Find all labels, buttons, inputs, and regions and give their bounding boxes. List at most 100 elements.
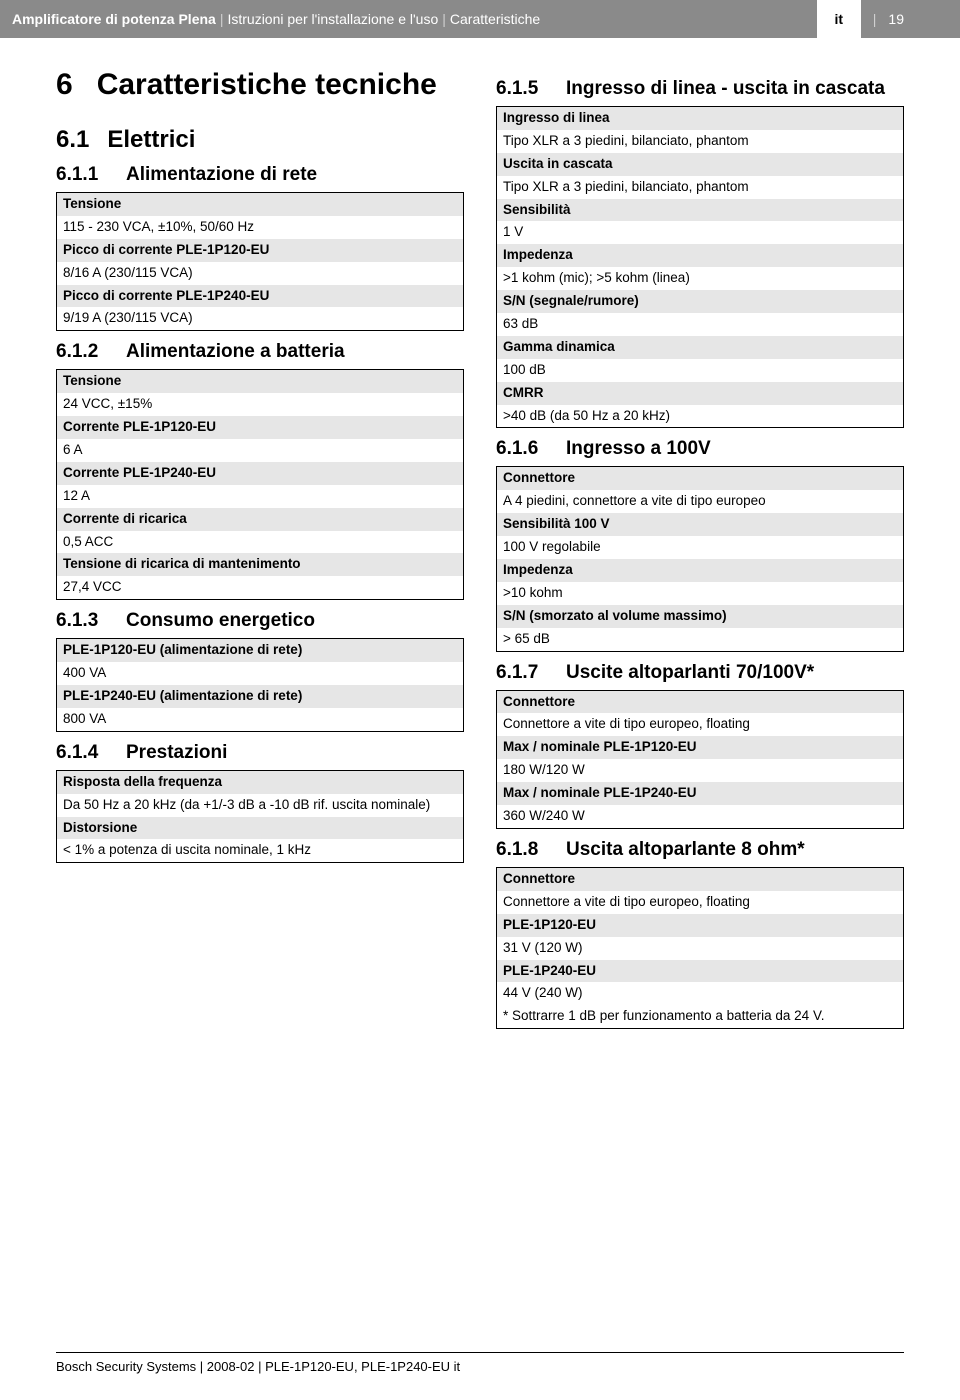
sect-6-1-6-title: Ingresso a 100V bbox=[566, 438, 711, 460]
spec-label: Uscita in cascata bbox=[497, 153, 903, 176]
spec-value: 115 - 230 VCA, ±10%, 50/60 Hz bbox=[57, 216, 463, 239]
spec-value: 12 A bbox=[57, 485, 463, 508]
spec-label: Picco di corrente PLE-1P240-EU bbox=[57, 285, 463, 308]
spec-value: 8/16 A (230/115 VCA) bbox=[57, 262, 463, 285]
spec-value: 44 V (240 W) bbox=[497, 982, 903, 1005]
chapter-num: 6 bbox=[56, 68, 73, 102]
spec-value: Connettore a vite di tipo europeo, float… bbox=[497, 713, 903, 736]
chapter-title: Caratteristiche tecniche bbox=[97, 68, 437, 102]
table-618: Connettore Connettore a vite di tipo eur… bbox=[496, 867, 904, 1029]
spec-label: Sensibilità 100 V bbox=[497, 513, 903, 536]
spec-value: 1 V bbox=[497, 221, 903, 244]
spec-label: PLE-1P120-EU bbox=[497, 914, 903, 937]
spec-label: S/N (smorzato al volume massimo) bbox=[497, 605, 903, 628]
header-doc: Istruzioni per l'installazione e l'uso bbox=[227, 11, 438, 27]
sect-6-1-3: 6.1.3 Consumo energetico bbox=[56, 610, 464, 632]
spec-label: Impedenza bbox=[497, 244, 903, 267]
spec-value: 360 W/240 W bbox=[497, 805, 903, 828]
spec-label: PLE-1P240-EU bbox=[497, 960, 903, 983]
content: 6 Caratteristiche tecniche 6.1 Elettrici… bbox=[0, 38, 960, 1035]
spec-value: Da 50 Hz a 20 kHz (da +1/-3 dB a -10 dB … bbox=[57, 794, 463, 817]
spec-label: Corrente PLE-1P120-EU bbox=[57, 416, 463, 439]
spec-value: 27,4 VCC bbox=[57, 576, 463, 599]
spec-value: Tipo XLR a 3 piedini, bilanciato, phanto… bbox=[497, 176, 903, 199]
spec-value: < 1% a potenza di uscita nominale, 1 kHz bbox=[57, 839, 463, 862]
spec-label: PLE-1P240-EU (alimentazione di rete) bbox=[57, 685, 463, 708]
header-right: it | 19 bbox=[817, 0, 904, 38]
page-number: 19 bbox=[888, 11, 904, 27]
table-617: Connettore Connettore a vite di tipo eur… bbox=[496, 690, 904, 829]
spec-label: CMRR bbox=[497, 382, 903, 405]
right-column: 6.1.5 Ingresso di linea - uscita in casc… bbox=[496, 68, 904, 1035]
header-sep-2: | bbox=[442, 11, 446, 27]
spec-value: 31 V (120 W) bbox=[497, 937, 903, 960]
sect-6-1-5: 6.1.5 Ingresso di linea - uscita in casc… bbox=[496, 78, 904, 100]
sect-6-1-4-title: Prestazioni bbox=[126, 742, 227, 764]
lang-text: it bbox=[835, 11, 844, 27]
spec-value: 100 dB bbox=[497, 359, 903, 382]
spec-value: >40 dB (da 50 Hz a 20 kHz) bbox=[497, 405, 903, 428]
sect-6-1-2-num: 6.1.2 bbox=[56, 341, 110, 363]
spec-label: Ingresso di linea bbox=[497, 107, 903, 130]
spec-label: Risposta della frequenza bbox=[57, 771, 463, 794]
spec-value: > 65 dB bbox=[497, 628, 903, 651]
sect-6-1-4-num: 6.1.4 bbox=[56, 742, 110, 764]
spec-label: Connettore bbox=[497, 868, 903, 891]
sect-6-1-7-title: Uscite altoparlanti 70/100V* bbox=[566, 662, 814, 684]
chapter-heading: 6 Caratteristiche tecniche bbox=[56, 68, 464, 102]
spec-value: 24 VCC, ±15% bbox=[57, 393, 463, 416]
sect-6-1-8-num: 6.1.8 bbox=[496, 839, 550, 861]
footer-text: Bosch Security Systems | 2008-02 | PLE-1… bbox=[56, 1359, 460, 1374]
table-614: Risposta della frequenza Da 50 Hz a 20 k… bbox=[56, 770, 464, 864]
sect-6-1-2-title: Alimentazione a batteria bbox=[126, 341, 345, 363]
spec-label: Corrente di ricarica bbox=[57, 508, 463, 531]
footer: Bosch Security Systems | 2008-02 | PLE-1… bbox=[56, 1352, 904, 1374]
spec-value: 400 VA bbox=[57, 662, 463, 685]
sect-6-1-2: 6.1.2 Alimentazione a batteria bbox=[56, 341, 464, 363]
sect-6-1-6-num: 6.1.6 bbox=[496, 438, 550, 460]
table-613: PLE-1P120-EU (alimentazione di rete) 400… bbox=[56, 638, 464, 732]
spec-value: 9/19 A (230/115 VCA) bbox=[57, 307, 463, 330]
sect-6-1: 6.1 Elettrici bbox=[56, 126, 464, 154]
sect-6-1-4: 6.1.4 Prestazioni bbox=[56, 742, 464, 764]
spec-label: Tensione bbox=[57, 193, 463, 216]
sect-6-1-1-title: Alimentazione di rete bbox=[126, 164, 317, 186]
spec-label: Corrente PLE-1P240-EU bbox=[57, 462, 463, 485]
spec-value: 63 dB bbox=[497, 313, 903, 336]
sect-6-1-8-title: Uscita altoparlante 8 ohm* bbox=[566, 839, 805, 861]
spec-value: 180 W/120 W bbox=[497, 759, 903, 782]
spec-label: Tensione di ricarica di mantenimento bbox=[57, 553, 463, 576]
sect-6-1-1: 6.1.1 Alimentazione di rete bbox=[56, 164, 464, 186]
table-616: Connettore A 4 piedini, connettore a vit… bbox=[496, 466, 904, 651]
spec-label: Sensibilità bbox=[497, 199, 903, 222]
sect-6-1-num: 6.1 bbox=[56, 126, 89, 154]
spec-label: Impedenza bbox=[497, 559, 903, 582]
spec-value: 800 VA bbox=[57, 708, 463, 731]
sect-6-1-6: 6.1.6 Ingresso a 100V bbox=[496, 438, 904, 460]
spec-label: PLE-1P120-EU (alimentazione di rete) bbox=[57, 639, 463, 662]
sect-6-1-3-title: Consumo energetico bbox=[126, 610, 315, 632]
header-product: Amplificatore di potenza Plena bbox=[12, 11, 216, 27]
spec-value: Connettore a vite di tipo europeo, float… bbox=[497, 891, 903, 914]
spec-value: Tipo XLR a 3 piedini, bilanciato, phanto… bbox=[497, 130, 903, 153]
spec-label: Gamma dinamica bbox=[497, 336, 903, 359]
spec-label: Max / nominale PLE-1P240-EU bbox=[497, 782, 903, 805]
spec-label: Tensione bbox=[57, 370, 463, 393]
spec-label: Connettore bbox=[497, 691, 903, 714]
spec-value: 100 V regolabile bbox=[497, 536, 903, 559]
sect-6-1-1-num: 6.1.1 bbox=[56, 164, 110, 186]
spec-label: Distorsione bbox=[57, 817, 463, 840]
sect-6-1-8: 6.1.8 Uscita altoparlante 8 ohm* bbox=[496, 839, 904, 861]
sect-6-1-5-num: 6.1.5 bbox=[496, 78, 550, 100]
header-bar: Amplificatore di potenza Plena | Istruzi… bbox=[0, 0, 960, 38]
header-sep-3: | bbox=[873, 11, 877, 27]
table-611: Tensione 115 - 230 VCA, ±10%, 50/60 Hz P… bbox=[56, 192, 464, 331]
spec-value: >1 kohm (mic); >5 kohm (linea) bbox=[497, 267, 903, 290]
sect-6-1-7: 6.1.7 Uscite altoparlanti 70/100V* bbox=[496, 662, 904, 684]
sect-6-1-7-num: 6.1.7 bbox=[496, 662, 550, 684]
spec-value: >10 kohm bbox=[497, 582, 903, 605]
sect-6-1-3-num: 6.1.3 bbox=[56, 610, 110, 632]
sect-6-1-5-title: Ingresso di linea - uscita in cascata bbox=[566, 78, 885, 100]
spec-label: Max / nominale PLE-1P120-EU bbox=[497, 736, 903, 759]
sect-6-1-title: Elettrici bbox=[107, 126, 195, 154]
